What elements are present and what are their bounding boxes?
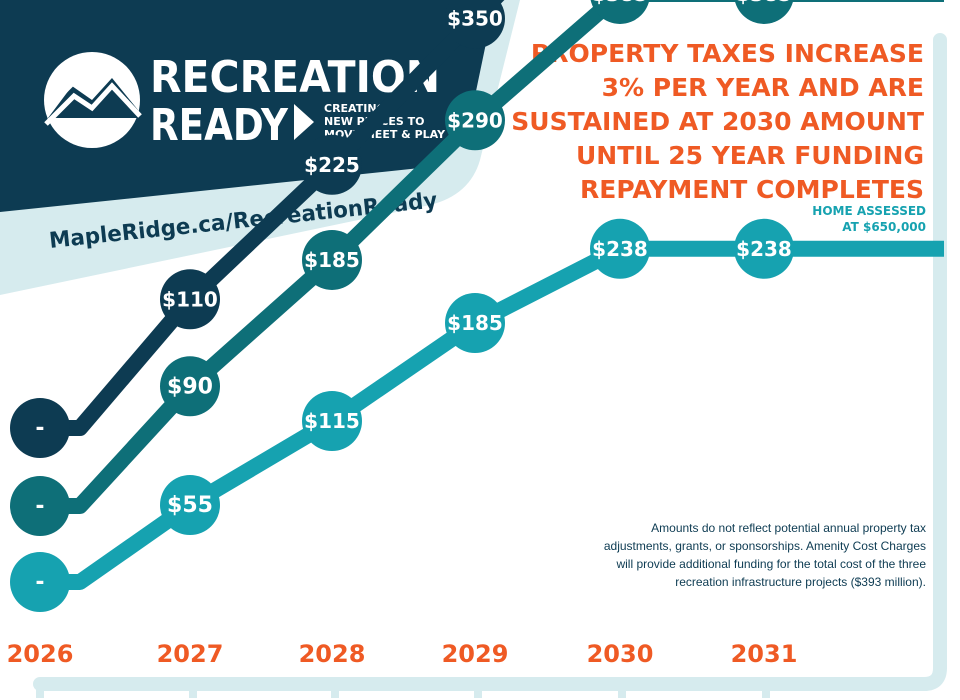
x-axis: 2026 2027 2028 2029 2030 2031 [7, 640, 798, 668]
x-tick-label: 2027 [157, 640, 224, 668]
data-point [445, 293, 505, 353]
headline-line-1: PROPERTY TAXES INCREASE [531, 39, 924, 68]
data-label: $55 [167, 493, 213, 518]
data-point [10, 552, 70, 612]
headline-line-5: REPAYMENT COMPLETES [580, 175, 924, 204]
footnote: Amounts do not reflect potential annual … [604, 521, 926, 589]
brand-tagline-line1: CREATING [324, 102, 386, 115]
data-point [445, 0, 505, 49]
data-label: $385 [592, 0, 648, 6]
x-tick-label: 2028 [299, 640, 366, 668]
mountain-logo-icon [44, 52, 142, 148]
data-label: $110 [162, 287, 218, 311]
footnote-line-4: recreation infrastructure projects ($393… [675, 575, 926, 589]
data-label: $238 [736, 237, 792, 261]
x-tick-label: 2031 [731, 640, 798, 668]
series-layer: - $55 $115 $185 $238 $238 - $90 $185 $290 $385 $385… [10, 0, 944, 612]
legend-label-line1: HOME ASSESSED [812, 204, 926, 218]
brand-title-line2: READY [150, 100, 289, 151]
data-label: $185 [447, 311, 503, 335]
series-line [40, 0, 505, 436]
data-label: - [35, 416, 44, 441]
headline-line-4: UNTIL 25 YEAR FUNDING [576, 141, 924, 170]
data-label: $385 [736, 0, 792, 6]
data-label: - [35, 494, 44, 519]
data-label: $115 [304, 409, 360, 433]
data-label: $185 [304, 248, 360, 272]
data-point [590, 218, 650, 279]
data-label: $225 [304, 153, 360, 177]
series-line [40, 0, 944, 514]
footnote-line-2: adjustments, grants, or sponsorships. Am… [604, 539, 926, 553]
data-label: $290 [447, 108, 503, 132]
series-3: - $55 $115 $185 $238 $238 [10, 218, 944, 612]
series-2: - $90 $185 $290 $385 $385 [10, 0, 944, 536]
footnote-line-3: will provide additional funding for the … [615, 557, 926, 571]
data-point [734, 0, 794, 24]
data-point [734, 218, 794, 279]
data-point [10, 398, 70, 458]
data-label: $350 [447, 7, 503, 31]
play-triangle-icon [294, 104, 314, 140]
data-point [160, 356, 220, 417]
data-point [590, 0, 650, 24]
footnote-line-1: Amounts do not reflect potential annual … [651, 521, 926, 535]
data-point [160, 269, 220, 330]
data-label: - [35, 570, 44, 595]
headline: PROPERTY TAXES INCREASE 3% PER YEAR AND … [511, 39, 924, 204]
data-point [10, 476, 70, 536]
series-1: -$110$225$350$476$476 [10, 0, 505, 458]
data-point [302, 391, 362, 451]
x-tick-label: 2030 [587, 640, 654, 668]
data-point [160, 475, 220, 535]
x-tick-label: 2026 [7, 640, 74, 668]
x-tick-label: 2029 [442, 640, 509, 668]
data-point [302, 229, 362, 290]
headline-line-2: 3% PER YEAR AND ARE [602, 73, 924, 102]
data-label: $238 [592, 237, 648, 261]
frame [33, 33, 947, 698]
data-label: $90 [167, 374, 213, 399]
legend-label-line2: AT $650,000 [842, 220, 926, 234]
data-point [445, 90, 505, 151]
headline-line-3: SUSTAINED AT 2030 AMOUNT [511, 107, 924, 136]
data-point [302, 134, 362, 195]
